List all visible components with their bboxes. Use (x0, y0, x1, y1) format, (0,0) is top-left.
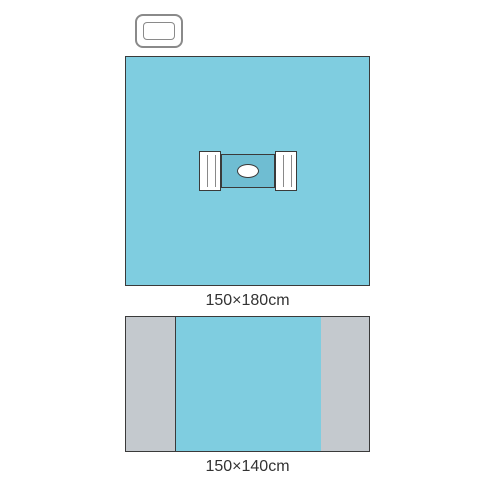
flap-right-line-1 (283, 155, 284, 187)
drape-bottom-side-right (321, 317, 370, 451)
drape-bottom-center (175, 317, 323, 451)
drape-bottom-label: 150×140cm (125, 458, 370, 476)
drape-top (125, 56, 370, 286)
drape-top-label: 150×180cm (125, 292, 370, 310)
fenestration-oval (237, 164, 259, 178)
flap-left-line-1 (207, 155, 208, 187)
flap-right-line-2 (291, 155, 292, 187)
drape-bottom (125, 316, 370, 452)
drape-top-fenestration (199, 151, 297, 191)
small-label-tab-inner (143, 22, 175, 40)
small-label-tab (135, 14, 183, 48)
flap-left-line-2 (215, 155, 216, 187)
drape-bottom-side-left (126, 317, 175, 451)
flap-left (199, 151, 221, 191)
flap-right (275, 151, 297, 191)
diagram-canvas: 150×180cm 150×140cm (0, 0, 500, 500)
